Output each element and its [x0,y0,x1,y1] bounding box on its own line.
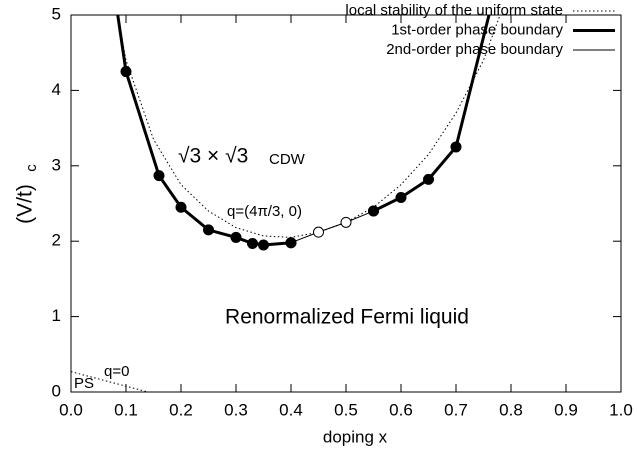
annotation: Renormalized Fermi liquid [225,306,469,329]
annotation: q=(4π/3, 0) [227,203,302,220]
y-tick-label: 4 [52,80,61,99]
y-axis-label-group: (V/t) c [14,164,40,224]
x-tick-label: 0.7 [444,400,468,419]
x-tick-label: 0.2 [169,400,193,419]
marker [120,66,132,78]
marker [340,216,352,228]
marker [395,191,407,203]
x-tick-label: 0.3 [224,400,248,419]
x-tick-label: 1.0 [609,400,633,419]
plot-frame [70,14,622,393]
y-tick-label: 1 [52,306,61,325]
x-tick-label: 0.1 [114,400,138,419]
x-tick-label: 0.8 [499,400,523,419]
marker [175,201,187,213]
marker [153,170,165,182]
marker [203,224,214,236]
x-tick-label: 0.6 [389,400,413,419]
x-tick-label: 0.9 [554,400,578,419]
y-tick-label: 3 [52,155,61,174]
legend-label: 2nd-order phase boundary [386,41,563,58]
legend-label: 1st-order phase boundary [391,21,563,38]
y-tick-label: 0 [52,381,61,400]
marker [258,239,269,251]
marker [423,173,434,185]
y-tick-label: 2 [52,231,61,250]
y-tick-label: 5 [52,4,61,23]
marker [230,231,242,243]
annotation: √3 × √3 [178,145,248,168]
y-axis-label: (V/t) [14,184,37,224]
marker [313,226,324,238]
marker [285,237,297,249]
annotation: CDW [269,151,306,168]
marker [247,237,258,249]
marker [450,141,462,153]
series-line [290,210,374,244]
x-tick-label: 0.5 [334,400,358,419]
marker [368,205,379,217]
y-axis-label-sub: c [23,164,40,172]
x-tick-label: 0.4 [279,400,303,419]
legend-label: local stability of the uniform state [345,2,563,19]
x-axis-label: doping x [323,427,388,446]
x-tick-label: 0.0 [59,400,83,419]
annotation: q=0 [104,363,129,380]
annotation: PS [74,375,94,392]
series-line [70,14,501,393]
